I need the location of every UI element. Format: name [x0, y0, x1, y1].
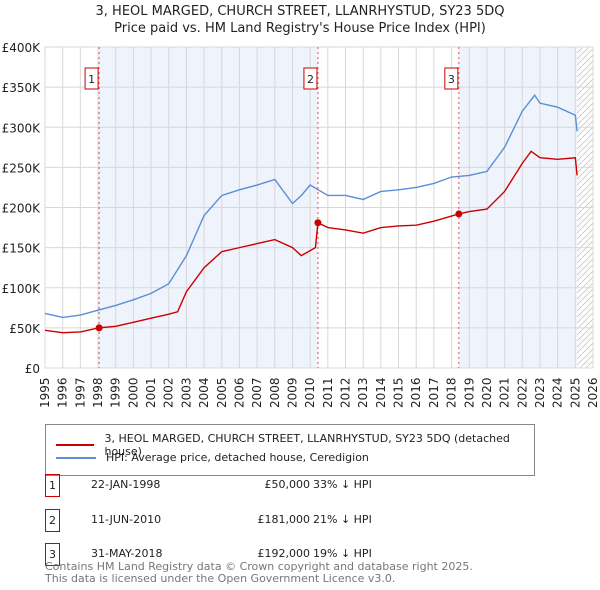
transaction-number: 3: [45, 543, 60, 566]
y-tick-label: £100K: [2, 282, 42, 296]
x-tick-label: 1999: [109, 377, 123, 408]
y-tick-label: £250K: [2, 161, 42, 175]
x-tick-label: 2020: [480, 377, 494, 408]
y-tick-label: £300K: [2, 121, 42, 135]
transaction-diff: 19% ↓ HPI: [313, 547, 372, 560]
transaction-number: 1: [45, 474, 60, 497]
transaction-price: £192,000: [257, 547, 311, 560]
x-tick-label: 2006: [232, 377, 246, 408]
legend-blue-line: [56, 456, 96, 459]
transaction-number: 2: [45, 508, 60, 532]
transaction-date: 22-JAN-1998: [91, 478, 161, 491]
x-tick-label: 2013: [356, 377, 370, 408]
transaction-row: 2 11-JUN-2010 £181,000 21% ↓ HPI: [45, 508, 445, 532]
x-tick-label: 2018: [445, 377, 459, 408]
x-tick-label: 2017: [427, 377, 441, 408]
x-tick-label: 2012: [339, 377, 353, 408]
x-tick-label: 2007: [250, 377, 264, 408]
legend-property: 3, HEOL MARGED, CHURCH STREET, LLANRHYST…: [104, 432, 510, 458]
x-tick-label: 2003: [179, 377, 193, 408]
x-tick-label: 2002: [162, 377, 176, 408]
x-tick-label: 2026: [586, 377, 600, 408]
y-tick-label: £400K: [2, 41, 42, 55]
sale-label: 3: [448, 73, 455, 86]
chart-subtitle: Price paid vs. HM Land Registry's House …: [114, 21, 486, 36]
x-tick-label: 2010: [303, 377, 317, 408]
sale-label: 2: [307, 73, 314, 86]
property-price-line: [44, 150, 578, 334]
sale-label-box: [303, 67, 318, 90]
sale-label: 1: [88, 73, 95, 86]
x-tick-label: 2005: [215, 377, 229, 408]
y-tick-label: £0: [25, 362, 40, 376]
sale-label-box: [444, 67, 459, 90]
legend-hpi: HPI: Average price, detached house, Cere…: [106, 451, 369, 464]
legend-red-line: [56, 444, 95, 446]
y-tick-label: £200K: [2, 202, 42, 216]
x-tick-label: 2015: [392, 377, 406, 408]
x-tick-label: 1996: [56, 377, 70, 408]
chart-title: 3, HEOL MARGED, CHURCH STREET, LLANRHYST…: [95, 4, 505, 19]
x-tick-label: 2023: [533, 377, 547, 408]
x-tick-label: 2024: [551, 377, 565, 408]
transaction-diff: 21% ↓ HPI: [313, 512, 372, 526]
price-chart: £0 £50K £100K £150K £200K £250K £300K £350K £400…: [2, 41, 600, 408]
x-tick-label: 2014: [374, 377, 388, 408]
transaction-price: £181,000: [257, 512, 311, 526]
x-tick-label: 2019: [462, 377, 476, 408]
x-tick-label: 1995: [38, 377, 52, 408]
x-tick-label: 2001: [144, 377, 158, 408]
x-tick-label: 2004: [197, 377, 211, 408]
x-tick-label: 2009: [285, 377, 299, 408]
footer-line-2: This data is licensed under the Open Gov…: [45, 572, 396, 585]
transaction-diff: 33% ↓ HPI: [313, 478, 372, 491]
x-tick-label: 1997: [73, 377, 87, 408]
transaction-row: 1 22-JAN-1998 £50,000 33% ↓ HPI: [45, 474, 445, 497]
x-tick-label: 2025: [568, 377, 582, 408]
x-tick-label: 2021: [498, 377, 512, 408]
x-tick-label: 2022: [515, 377, 529, 408]
x-tick-label: 1998: [91, 377, 105, 408]
footer-line-1: Contains HM Land Registry data © Crown c…: [45, 560, 473, 573]
sale-point: [95, 324, 103, 332]
hpi-line: [44, 93, 578, 319]
transaction-date: 11-JUN-2010: [91, 512, 162, 526]
transaction-row: 3 31-MAY-2018 £192,000 19% ↓ HPI: [45, 543, 445, 566]
x-tick-label: 2000: [126, 377, 140, 408]
sale-point: [455, 210, 463, 218]
legend: 3, HEOL MARGED, CHURCH STREET, LLANRHYST…: [45, 424, 535, 476]
sale-label-box: [84, 67, 99, 90]
transaction-price: £50,000: [264, 478, 311, 491]
x-tick-label: 2016: [409, 377, 423, 408]
y-tick-label: £350K: [2, 81, 42, 95]
y-tick-label: £150K: [2, 242, 42, 256]
sale-point: [314, 219, 322, 227]
y-tick-label: £50K: [9, 322, 41, 336]
transaction-date: 31-MAY-2018: [91, 547, 163, 560]
x-tick-label: 2011: [321, 377, 335, 408]
x-tick-label: 2008: [268, 377, 282, 408]
